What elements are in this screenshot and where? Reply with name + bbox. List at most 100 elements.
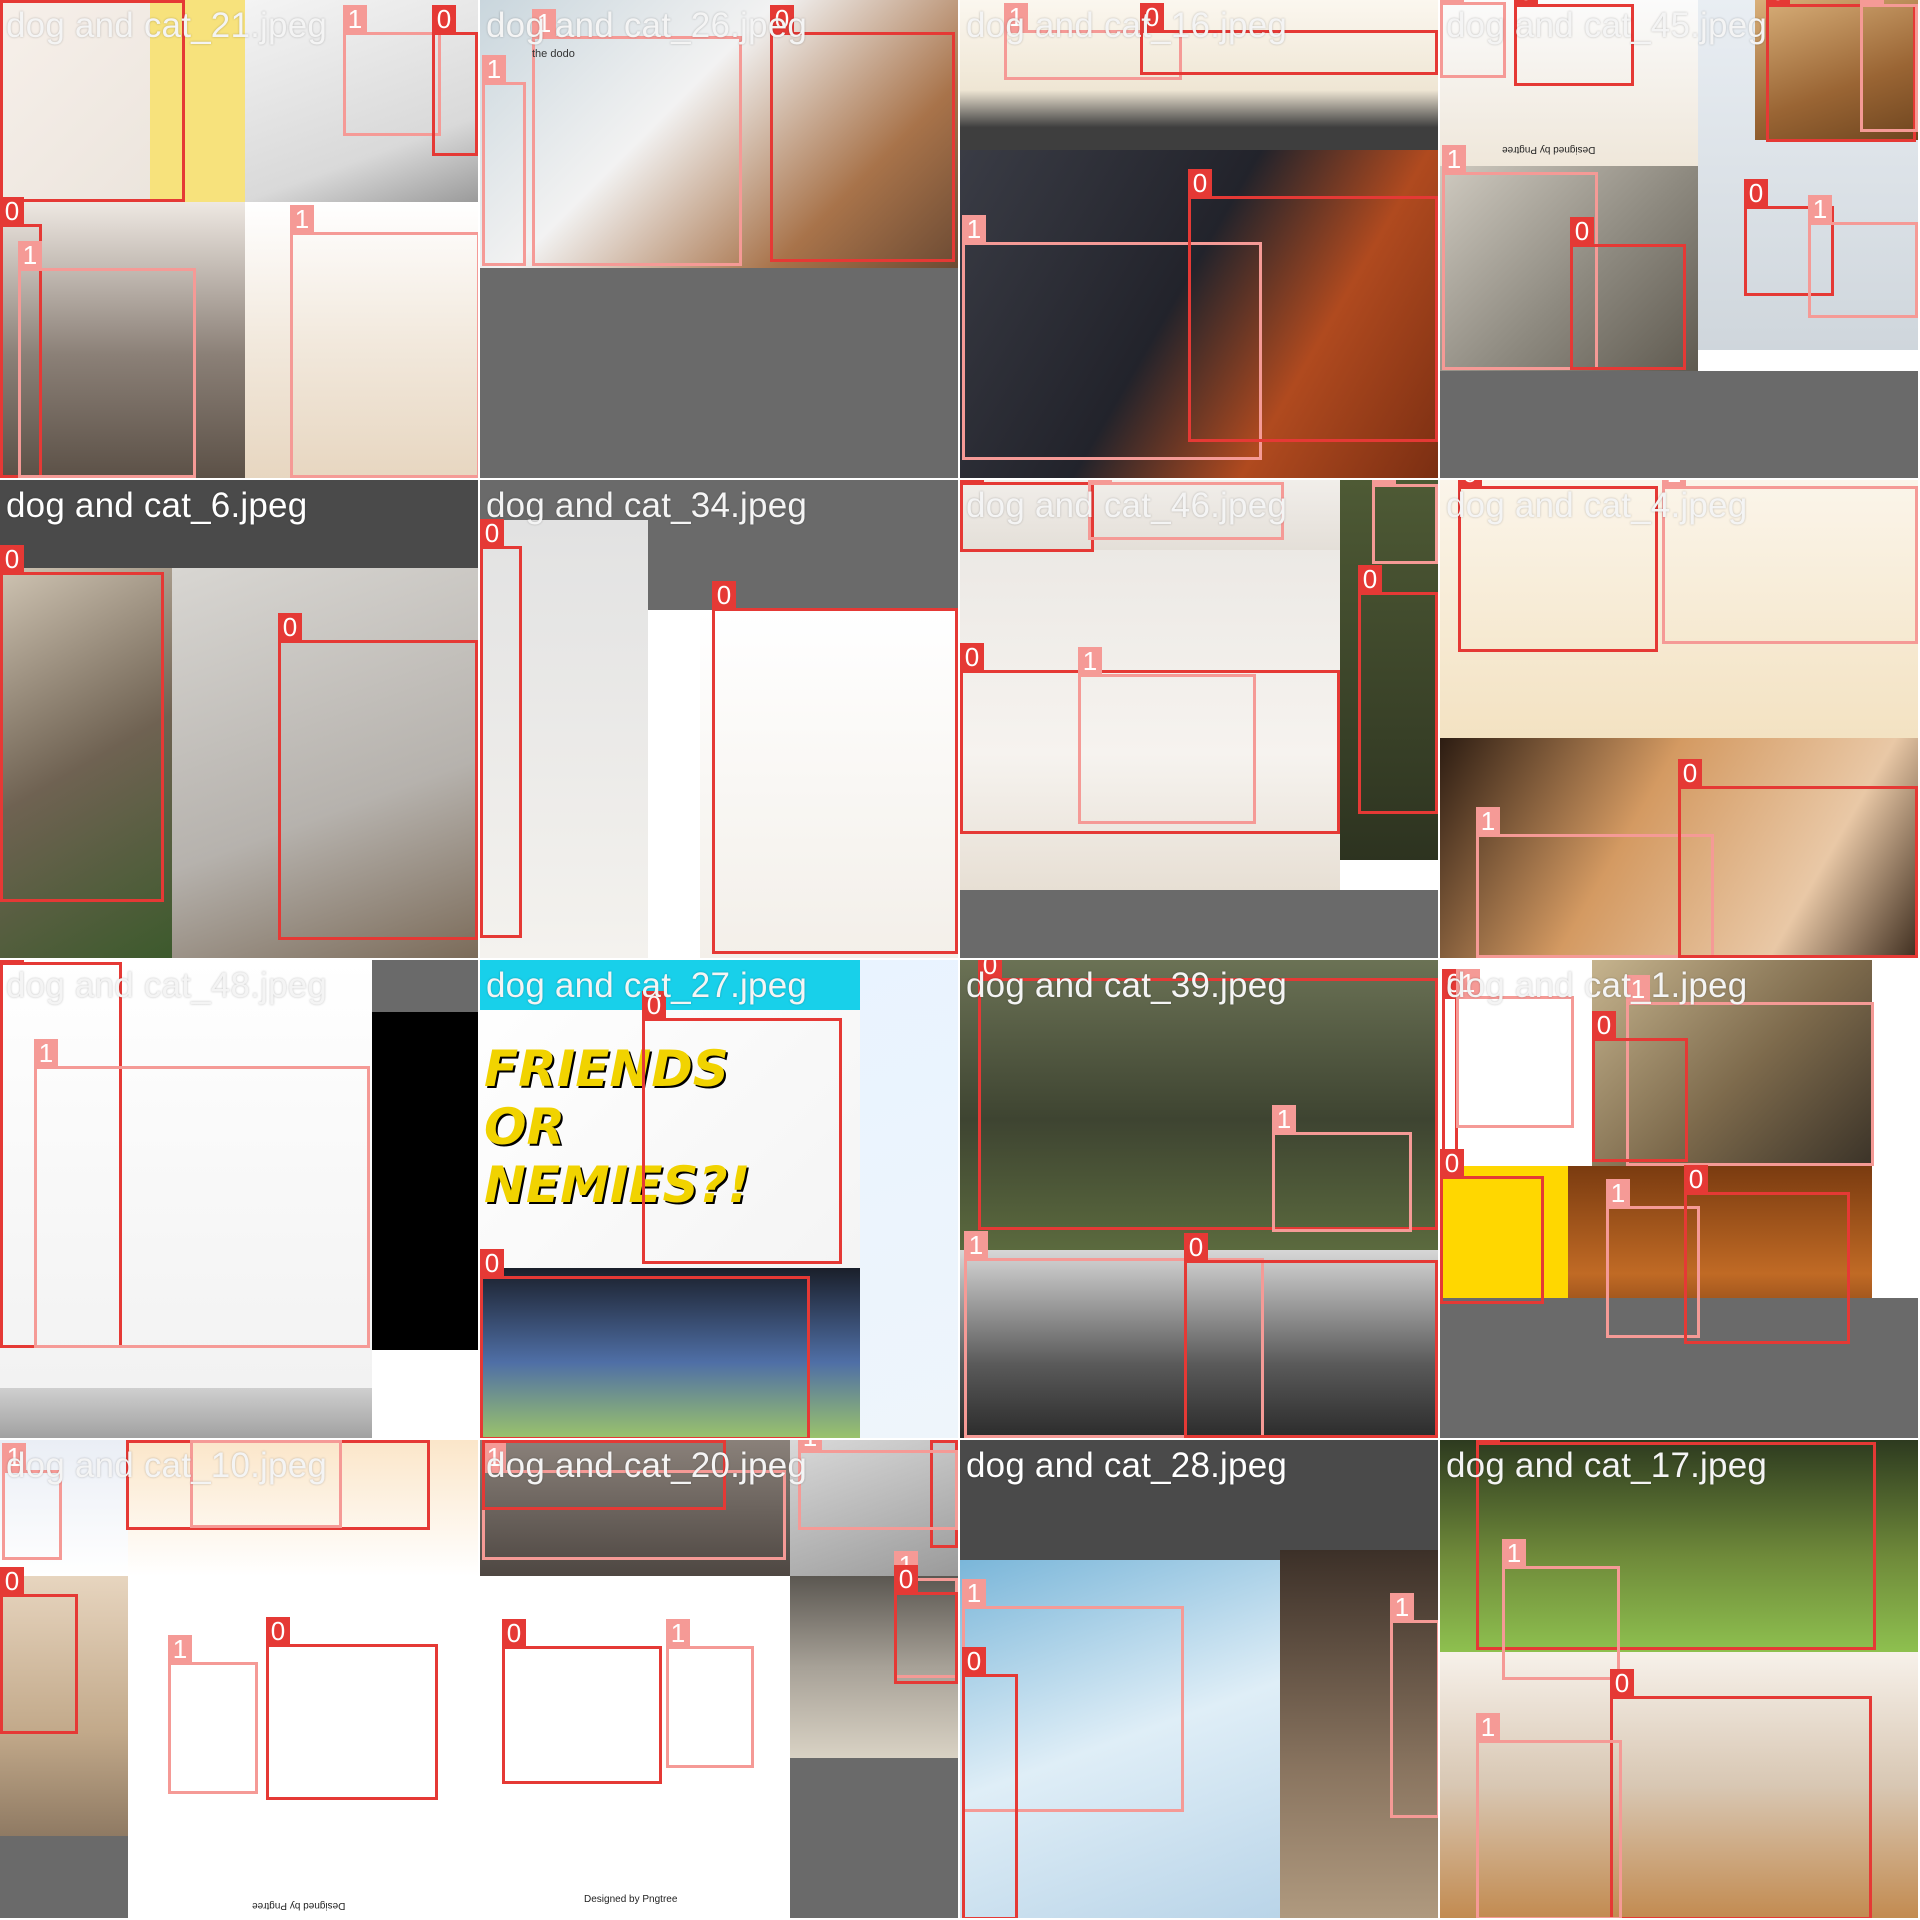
tile-dog-and-cat-20: dog and cat_20.jpeg Designed by Pngtree … (480, 1440, 960, 1920)
tile-dog-and-cat-27: dog and cat_27.jpeg FRIENDS OR NEMIES?! … (480, 960, 960, 1440)
bbox-label: 1 (1606, 1179, 1630, 1207)
bbox-label: 0 (1514, 0, 1538, 5)
bbox-label: 0 (0, 1567, 24, 1595)
bbox-label: 1 (1456, 969, 1480, 997)
photo-piece (480, 1576, 790, 1918)
bbox-class-1: 1 (964, 1231, 1264, 1438)
bbox-label: 0 (1188, 169, 1212, 197)
image-filename-label: dog and cat_46.jpeg (966, 486, 1288, 525)
bbox-label: 1 (1476, 1713, 1500, 1741)
photo-piece (128, 1576, 478, 1918)
image-filename-label: dog and cat_16.jpeg (966, 6, 1288, 45)
logo-text: the dodo (532, 48, 575, 60)
bbox-class-1: 1 (1372, 480, 1438, 564)
bbox-class-1: 1 (1442, 145, 1598, 370)
bbox-label: 1 (962, 1579, 986, 1607)
bbox-label: 1 (18, 241, 42, 269)
bbox-label: 1 (168, 1635, 192, 1663)
tile-dog-and-cat-10: dog and cat_10.jpeg Designed by Pngtree … (0, 1440, 480, 1920)
bbox-class-0: 0 (1684, 1165, 1850, 1344)
tile-dog-and-cat-21: dog and cat_21.jpeg 0 1 0 1 0 1 (0, 0, 480, 480)
bbox-label: 0 (1744, 179, 1768, 207)
bbox-label: 1 (532, 9, 556, 37)
bbox-class-0: 0 (1184, 1233, 1438, 1438)
bbox-label: 1 (1502, 1539, 1526, 1567)
tile-dog-and-cat-28: dog and cat_28.jpeg 1 0 1 (960, 1440, 1440, 1920)
bbox-label: 0 (962, 1647, 986, 1675)
bbox-label: 0 (1184, 1233, 1208, 1261)
bbox-class-0: 0 (0, 545, 164, 902)
bbox-class-0: 0 (0, 1567, 78, 1734)
bbox-class-0: 0 (642, 991, 842, 1264)
tile-dog-and-cat-6: dog and cat_6.jpeg 0 0 (0, 480, 480, 960)
bbox-label: 1 (1004, 3, 1028, 31)
tile-dog-and-cat-48: dog and cat_48.jpeg 0 1 (0, 960, 480, 1440)
bbox-label: 1 (34, 1039, 58, 1067)
bbox-class-0: 0 (894, 1565, 958, 1684)
bbox-label: 1 (343, 5, 367, 33)
bbox-label: 1 (190, 1440, 214, 1441)
bbox-class-1: 1 (18, 241, 196, 478)
bbox-class-0: 0 (1476, 1440, 1876, 1650)
photo-piece (0, 1576, 128, 1836)
tile-dog-and-cat-16: dog and cat_16.jpeg 1 0 1 0 (960, 0, 1440, 480)
bbox-label: 1 (290, 205, 314, 233)
bbox-label: 0 (1610, 1669, 1634, 1697)
photo-piece (790, 1576, 958, 1758)
bbox-class-1: 1 (962, 215, 1262, 460)
image-filename-label: dog and cat_4.jpeg (1446, 486, 1748, 525)
tile-dog-and-cat-4: dog and cat_4.jpeg 0 1 1 0 (1440, 480, 1920, 960)
bbox-class-0: 0 (1592, 1011, 1688, 1162)
bbox-class-0: 0 (482, 1440, 726, 1510)
label-bar (960, 1440, 1438, 1560)
bbox-label: 1 (798, 1440, 822, 1451)
bbox-label: 0 (960, 480, 984, 483)
bbox-class-0: 0 (960, 643, 1340, 834)
photo-piece (1340, 480, 1438, 860)
photo-piece (0, 568, 172, 958)
image-filename-label: dog and cat_28.jpeg (966, 1446, 1288, 1485)
bbox-label: 0 (0, 0, 24, 1)
bbox-label: 1 (1440, 0, 1464, 3)
bbox-class-1: 1 (1662, 480, 1918, 644)
bbox-label: 1 (2, 1443, 26, 1471)
bbox-label: 0 (960, 643, 984, 671)
bbox-label: 1 (482, 55, 506, 83)
bbox-class-0: 0 (1358, 565, 1438, 814)
bbox-class-0: 0 (0, 0, 185, 202)
bbox-label: 0 (480, 519, 504, 547)
bbox-class-1: 1 (343, 5, 441, 136)
bbox-class-0: 0 (502, 1619, 662, 1784)
bbox-class-0: 0 (770, 5, 955, 262)
image-filename-label: dog and cat_27.jpeg (486, 966, 808, 1005)
bbox-label: 1 (1860, 0, 1884, 5)
padding-area (1440, 371, 1918, 478)
bbox-class-0: 0 (1140, 3, 1438, 75)
image-filename-label: dog and cat_48.jpeg (6, 966, 328, 1005)
bbox-label: 0 (482, 1440, 506, 1441)
photo-piece (480, 1268, 860, 1438)
tile-dog-and-cat-46: dog and cat_46.jpeg 0 1 1 0 0 1 (960, 480, 1440, 960)
bbox-label: 0 (1592, 1011, 1616, 1039)
bbox-label: 1 (1078, 647, 1102, 675)
photo-piece (128, 1440, 478, 1576)
bbox-label: 0 (1358, 565, 1382, 593)
bbox-class-1: 1 (1626, 975, 1874, 1166)
bbox-label: 1 (1662, 480, 1686, 487)
bbox-label: 0 (894, 1565, 918, 1593)
image-filename-label: dog and cat_10.jpeg (6, 1446, 328, 1485)
photo-piece (0, 1388, 372, 1438)
bbox-class-0: 0 (712, 581, 958, 954)
photo-piece (245, 202, 478, 478)
bbox-class-0: 0 (1610, 1669, 1872, 1918)
bbox-class-1: 1 (532, 9, 742, 266)
photo-piece (648, 610, 700, 958)
bbox-class-0: 0 (962, 1647, 1018, 1918)
bbox-label: 1 (1390, 1593, 1414, 1621)
image-filename-label: dog and cat_21.jpeg (6, 6, 328, 45)
padding-area (0, 1836, 128, 1918)
bbox-label: 0 (278, 613, 302, 641)
padding-area (960, 890, 1438, 958)
bbox-label: 1 (1088, 480, 1112, 483)
